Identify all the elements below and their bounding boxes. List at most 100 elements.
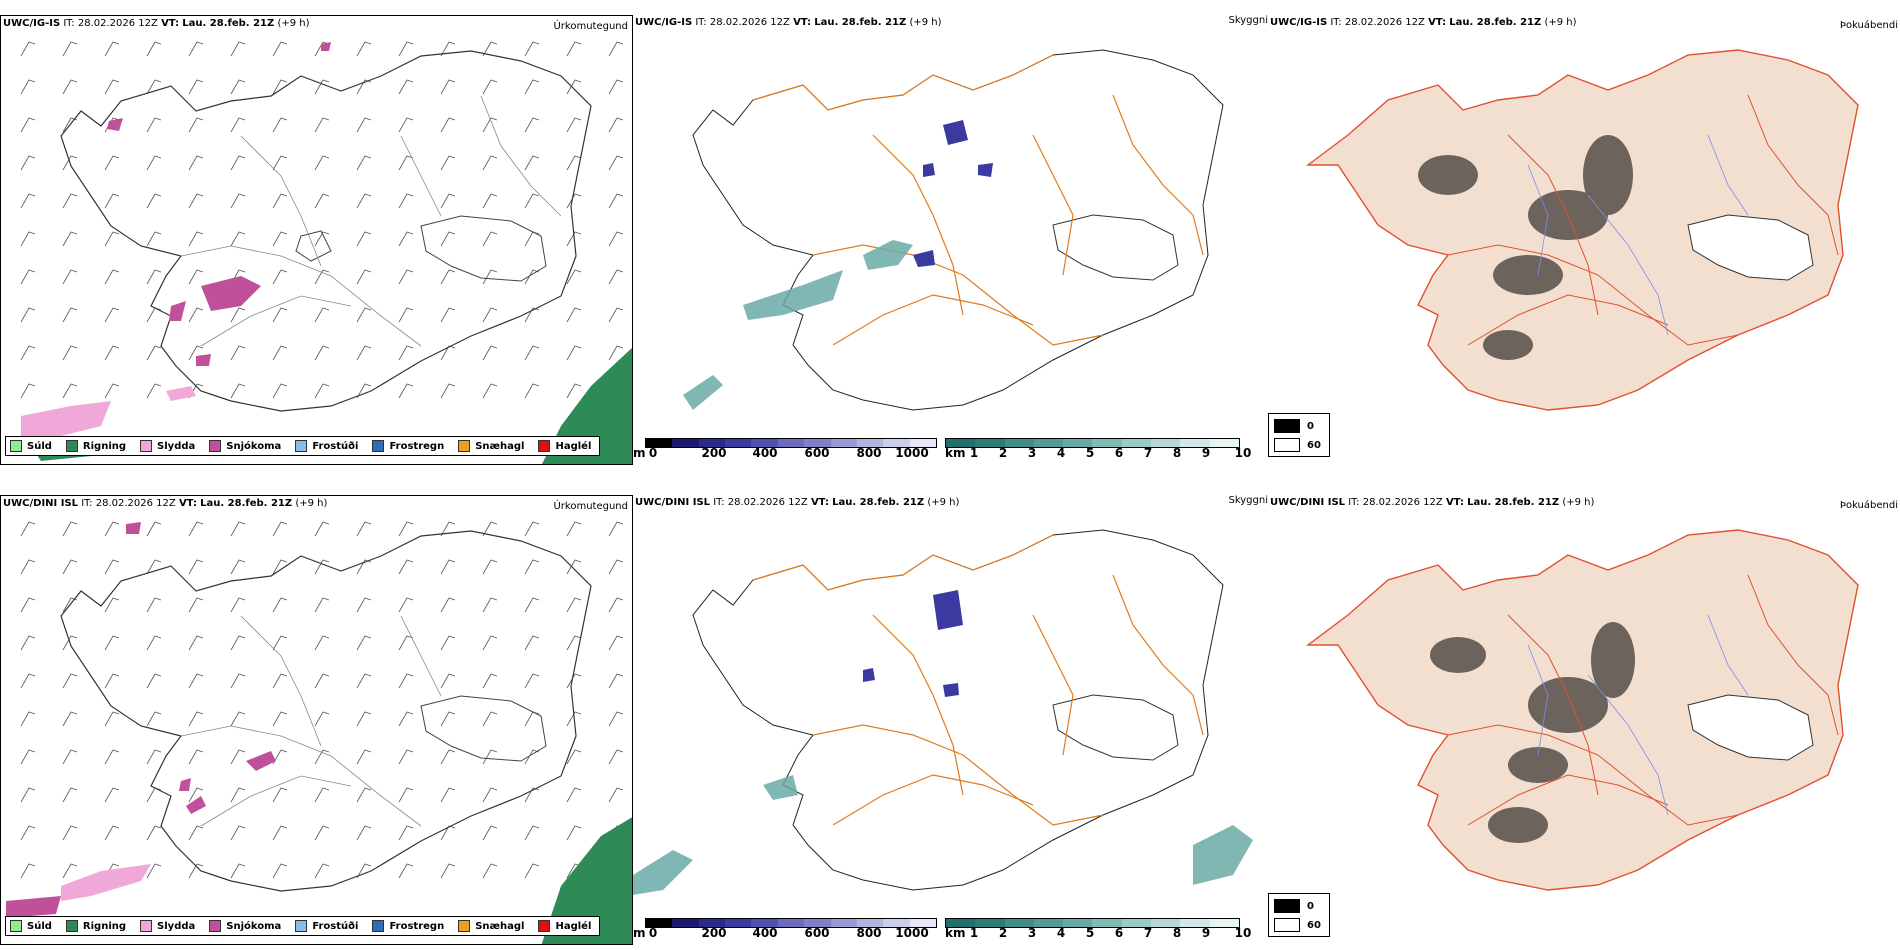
wind-barb	[272, 863, 288, 879]
rivers	[1527, 134, 1749, 336]
ceiling-tick: 800	[856, 926, 882, 940]
wind-barb	[482, 117, 498, 133]
wind-barb	[608, 597, 624, 613]
wind-barb	[440, 307, 456, 323]
wind-barb	[230, 787, 246, 803]
wind-barb	[398, 307, 414, 323]
wind-barb	[566, 345, 582, 361]
wind-barb	[524, 863, 540, 879]
roads	[1447, 574, 1839, 826]
legend-swatch	[209, 440, 222, 452]
wind-barb	[230, 193, 246, 209]
wind-barb	[146, 231, 162, 247]
snow-areas	[6, 522, 276, 918]
wind-barb	[482, 231, 498, 247]
wind-barb	[314, 193, 330, 209]
wind-barb	[62, 307, 78, 323]
iceland-outline	[60, 50, 592, 412]
wind-barb	[272, 787, 288, 803]
panel-title: Skyggni	[1228, 15, 1268, 26]
wind-barb	[20, 559, 36, 575]
glacier-outline	[420, 695, 547, 762]
wind-barb	[104, 673, 120, 689]
visibility-tick: 5	[1085, 926, 1095, 940]
wind-barb	[398, 345, 414, 361]
wind-barb	[566, 521, 582, 537]
legend-item: Haglél	[538, 440, 591, 452]
roads	[180, 95, 562, 347]
fog-legend-swatch	[1274, 899, 1300, 913]
wind-barb	[104, 711, 120, 727]
wind-barb	[566, 269, 582, 285]
wind-barb	[356, 825, 372, 841]
legend-swatch	[372, 920, 385, 932]
wind-barb	[608, 231, 624, 247]
wind-barb	[272, 155, 288, 171]
wind-barb	[314, 79, 330, 95]
wind-barb	[566, 673, 582, 689]
precip-type-panel-2: UWC/DINI ISL IT: 28.02.2026 12Z VT: Lau.…	[0, 495, 633, 945]
wind-barb	[20, 787, 36, 803]
precip-legend: Súld Rigning Slydda Snjókoma Frostúði Fr…	[5, 916, 601, 936]
wind-barb	[188, 597, 204, 613]
wind-barb	[104, 749, 120, 765]
visibility-tick: 7	[1143, 446, 1153, 460]
iceland-outline	[692, 49, 1224, 411]
wind-barb	[230, 383, 246, 399]
legend-swatch	[458, 440, 471, 452]
wind-barb	[440, 825, 456, 841]
wind-barb	[104, 825, 120, 841]
wind-barb	[482, 749, 498, 765]
wind-barb	[524, 345, 540, 361]
wind-barb	[20, 711, 36, 727]
wind-barb	[146, 41, 162, 57]
wind-barb	[440, 635, 456, 651]
wind-barb	[20, 673, 36, 689]
wind-barb	[146, 863, 162, 879]
wind-barb	[356, 79, 372, 95]
glacier-outline	[295, 230, 332, 262]
glacier-outline	[1052, 214, 1179, 281]
wind-barb	[104, 231, 120, 247]
wind-barb	[62, 673, 78, 689]
wind-barb	[314, 269, 330, 285]
legend-item: Slydda	[140, 920, 195, 932]
legend-item: Frostúði	[295, 440, 358, 452]
wind-barb	[524, 825, 540, 841]
visibility-colorbar	[945, 438, 1240, 448]
visibility-tick: 3	[1027, 446, 1037, 460]
wind-barb	[566, 559, 582, 575]
wind-barb	[356, 269, 372, 285]
ceiling-tick: 200	[701, 446, 727, 460]
wind-barb	[104, 559, 120, 575]
roads	[752, 54, 1204, 346]
wind-barb	[62, 521, 78, 537]
wind-barb	[608, 193, 624, 209]
wind-barb	[230, 79, 246, 95]
ceiling-tick: 600	[804, 926, 830, 940]
panel-title: Úrkomutegund	[553, 501, 628, 512]
wind-barb	[398, 41, 414, 57]
wind-barb	[104, 345, 120, 361]
fog-legend-label: 60	[1307, 440, 1321, 451]
wind-barb	[230, 345, 246, 361]
panel-title: Skyggni	[1228, 495, 1268, 506]
legend-item: Slydda	[140, 440, 195, 452]
wind-barb	[440, 521, 456, 537]
wind-barb	[20, 863, 36, 879]
wind-barb	[356, 307, 372, 323]
legend-item: Snæhagl	[458, 440, 524, 452]
roads	[752, 534, 1204, 826]
legend-swatch	[372, 440, 385, 452]
wind-barb	[188, 559, 204, 575]
wind-barb	[272, 673, 288, 689]
wind-barb	[440, 597, 456, 613]
wind-barb	[440, 383, 456, 399]
fog-map-2	[1305, 529, 1859, 891]
rain-areas	[541, 817, 632, 944]
wind-barbs	[20, 41, 624, 399]
wind-barb	[524, 787, 540, 803]
wind-barb	[440, 559, 456, 575]
legend-item: Frostregn	[372, 920, 444, 932]
wind-barb	[566, 597, 582, 613]
